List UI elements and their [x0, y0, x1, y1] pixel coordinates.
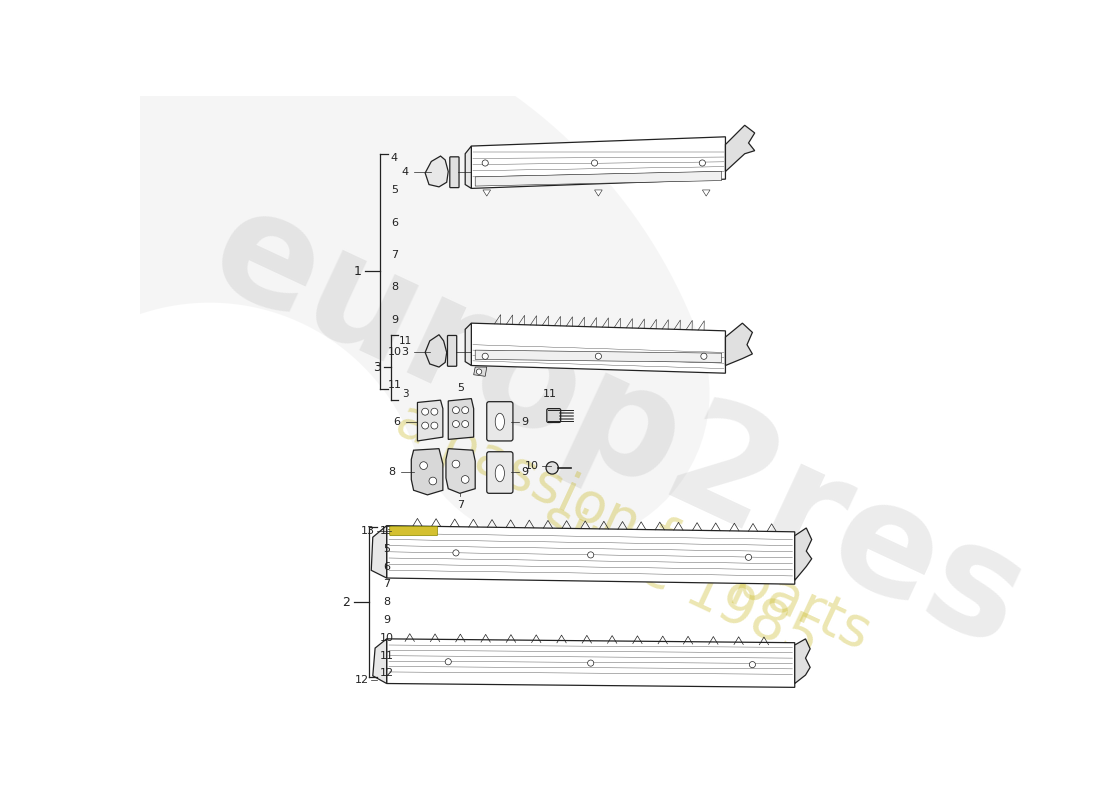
- FancyBboxPatch shape: [486, 402, 513, 441]
- Polygon shape: [418, 400, 443, 441]
- Circle shape: [700, 160, 705, 166]
- Text: 13: 13: [379, 526, 394, 536]
- Text: 9: 9: [521, 417, 528, 426]
- Polygon shape: [449, 398, 474, 439]
- Circle shape: [587, 552, 594, 558]
- Circle shape: [595, 353, 602, 359]
- Circle shape: [462, 421, 469, 427]
- Circle shape: [420, 462, 428, 470]
- Text: 8: 8: [388, 466, 395, 477]
- Polygon shape: [472, 137, 726, 188]
- Polygon shape: [411, 449, 443, 495]
- Text: 8: 8: [390, 282, 398, 292]
- Text: 12: 12: [355, 674, 368, 685]
- Circle shape: [452, 460, 460, 468]
- Text: 13: 13: [361, 526, 375, 536]
- Circle shape: [421, 422, 429, 429]
- Circle shape: [749, 662, 756, 668]
- Circle shape: [746, 554, 751, 560]
- Circle shape: [592, 160, 597, 166]
- Circle shape: [482, 353, 488, 359]
- Text: 6: 6: [390, 218, 398, 227]
- Polygon shape: [373, 639, 387, 683]
- Circle shape: [462, 406, 469, 414]
- Polygon shape: [425, 334, 447, 367]
- Polygon shape: [446, 449, 475, 494]
- Text: 11: 11: [543, 389, 557, 398]
- Text: 7: 7: [390, 250, 398, 260]
- Polygon shape: [472, 323, 726, 373]
- Text: 11: 11: [399, 336, 412, 346]
- Circle shape: [429, 477, 437, 485]
- Text: europ2res: europ2res: [188, 174, 1047, 680]
- Polygon shape: [726, 126, 755, 171]
- Circle shape: [452, 406, 460, 414]
- Polygon shape: [465, 323, 472, 366]
- Text: 4: 4: [390, 153, 398, 162]
- Polygon shape: [794, 528, 812, 580]
- FancyBboxPatch shape: [486, 452, 513, 494]
- Text: 11: 11: [379, 650, 394, 661]
- Text: 5: 5: [383, 544, 390, 554]
- Circle shape: [431, 408, 438, 415]
- Polygon shape: [465, 146, 472, 188]
- Circle shape: [587, 660, 594, 666]
- Text: 6: 6: [394, 417, 400, 426]
- Text: 12: 12: [379, 669, 394, 678]
- Polygon shape: [474, 367, 486, 376]
- Text: 5: 5: [390, 185, 398, 195]
- FancyBboxPatch shape: [389, 526, 438, 536]
- Polygon shape: [387, 639, 794, 687]
- Circle shape: [431, 422, 438, 429]
- FancyBboxPatch shape: [450, 157, 459, 188]
- Circle shape: [452, 421, 460, 427]
- Text: 11: 11: [387, 380, 402, 390]
- Text: 7: 7: [456, 500, 464, 510]
- Text: a passion for parts: a passion for parts: [387, 394, 879, 661]
- Text: 6: 6: [383, 562, 390, 572]
- Text: 10: 10: [525, 461, 539, 470]
- Polygon shape: [594, 190, 603, 196]
- Polygon shape: [703, 190, 711, 196]
- Polygon shape: [726, 323, 752, 366]
- FancyBboxPatch shape: [448, 335, 456, 366]
- Circle shape: [461, 476, 469, 483]
- Text: 3: 3: [373, 361, 382, 374]
- Text: 5: 5: [458, 383, 464, 394]
- Circle shape: [476, 369, 482, 374]
- Text: 2: 2: [342, 596, 351, 609]
- Text: 4: 4: [402, 167, 408, 178]
- Text: 10: 10: [387, 347, 402, 358]
- Polygon shape: [483, 190, 491, 196]
- Polygon shape: [387, 526, 794, 584]
- Text: since 1985: since 1985: [530, 493, 828, 670]
- Polygon shape: [425, 156, 449, 187]
- Ellipse shape: [495, 465, 505, 482]
- Circle shape: [546, 462, 559, 474]
- Polygon shape: [372, 526, 387, 578]
- Text: 3: 3: [403, 389, 409, 399]
- Text: 10: 10: [379, 633, 394, 643]
- Ellipse shape: [495, 414, 505, 430]
- Text: 9: 9: [390, 315, 398, 325]
- Polygon shape: [475, 171, 722, 186]
- FancyBboxPatch shape: [547, 409, 561, 422]
- Circle shape: [453, 550, 459, 556]
- Circle shape: [446, 658, 451, 665]
- Text: 8: 8: [383, 598, 390, 607]
- Text: 9: 9: [521, 466, 528, 477]
- Text: 3: 3: [402, 346, 408, 357]
- Circle shape: [701, 353, 707, 359]
- Circle shape: [421, 408, 429, 415]
- Text: 1: 1: [354, 265, 362, 278]
- Polygon shape: [794, 639, 810, 683]
- Circle shape: [482, 160, 488, 166]
- Text: 9: 9: [383, 615, 390, 625]
- Text: 7: 7: [383, 579, 390, 590]
- Polygon shape: [475, 350, 722, 362]
